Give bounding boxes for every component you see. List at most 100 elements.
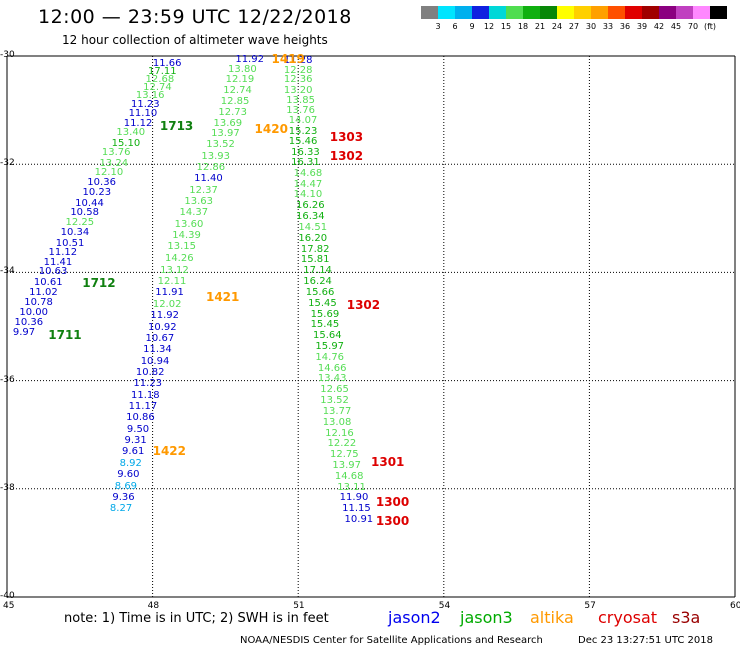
scale-swatch <box>608 6 625 19</box>
wave-height-value: 13.12 <box>160 264 189 276</box>
scale-swatch <box>693 6 710 19</box>
wave-height-value: 14.37 <box>179 207 209 219</box>
pass-time-label: 1300 <box>375 495 410 510</box>
scale-label: 21 <box>534 22 546 31</box>
wave-height-value: 11.18 <box>130 389 160 401</box>
wave-height-value: 9.31 <box>124 435 147 447</box>
wave-height-value: 16.33 <box>291 146 320 158</box>
pass-time-label: 1302 <box>346 297 381 312</box>
wave-height-value: 17.82 <box>300 243 330 255</box>
map-grid <box>6 55 736 598</box>
wave-height-value: 12.85 <box>220 95 250 107</box>
pass-time-label: 1421 <box>205 289 240 304</box>
x-tick-label: 57 <box>584 601 596 611</box>
scale-label: 36 <box>619 22 631 31</box>
scale-swatch <box>676 6 693 19</box>
wave-height-value: 10.00 <box>19 306 49 318</box>
wave-height-value: 14.68 <box>293 167 323 179</box>
wave-height-value: 11.91 <box>155 287 184 299</box>
y-tick-label: -36 <box>0 374 15 385</box>
scale-swatch <box>659 6 676 19</box>
wave-height-value: 10.61 <box>33 276 63 288</box>
wave-height-value: 11.92 <box>150 310 180 322</box>
scale-label: 27 <box>568 22 580 31</box>
wave-height-value: 14.10 <box>293 189 323 201</box>
pass-time-label: 1419 <box>271 51 305 66</box>
wave-height-value: 10.34 <box>60 227 90 239</box>
wave-height-value: 11.23 <box>133 378 163 390</box>
wave-height-value: 12.86 <box>196 161 226 173</box>
wave-height-value: 12.02 <box>152 298 182 310</box>
wave-height-value: 12.36 <box>283 74 313 86</box>
wave-height-value: 15.66 <box>305 286 335 298</box>
wave-height-value: 10.36 <box>87 177 116 189</box>
wave-height-value: 12.25 <box>65 217 95 229</box>
wave-height-value: 13.43 <box>317 373 347 385</box>
wave-height-value: 11.90 <box>339 492 369 504</box>
x-tick-label: 60 <box>730 601 740 611</box>
wave-height-value: 13.24 <box>99 158 129 170</box>
wave-height-value: 12.37 <box>189 184 218 196</box>
pass-time-label: 1300 <box>375 514 410 529</box>
scale-label: 45 <box>670 22 682 31</box>
wave-height-value: 11.10 <box>128 107 158 119</box>
wave-height-value: 13.15 <box>167 241 197 253</box>
wave-height-value: 13.40 <box>116 126 146 138</box>
wave-height-value: 13.08 <box>322 416 352 428</box>
wave-height-value: 13.76 <box>101 146 131 158</box>
pass-time-label: 1712 <box>82 276 116 291</box>
wave-height-value: 11.40 <box>194 173 223 185</box>
y-tick-label: -38 <box>0 482 15 493</box>
legend-entry-jason2: jason2 <box>388 608 441 627</box>
pass-time-label: 1713 <box>159 119 194 134</box>
pass-time-label: 1302 <box>329 149 364 164</box>
wave-height-value: 11.41 <box>43 256 73 268</box>
wave-height-value: 11.23 <box>130 99 160 111</box>
wave-height-value: 12.19 <box>225 74 255 86</box>
scale-label: 33 <box>602 22 614 31</box>
wave-height-value: 13.16 <box>135 89 165 101</box>
pass-time-label: 1711 <box>48 327 82 342</box>
scale-swatch <box>710 6 727 19</box>
wave-height-value: 13.60 <box>174 218 204 230</box>
wave-height-value: 10.86 <box>126 412 155 424</box>
y-tick-label: -30 <box>0 50 15 60</box>
wave-height-value: 15.45 <box>308 297 337 309</box>
scale-swatch <box>489 6 506 19</box>
scale-swatch <box>438 6 455 19</box>
scale-label: 70 <box>687 22 699 31</box>
x-tick-label: 54 <box>438 601 451 611</box>
wave-height-value: 15.45 <box>310 319 340 331</box>
map-title: 12:00 — 23:59 UTC 12/22/2018 <box>38 6 352 28</box>
x-tick-label: 51 <box>293 601 305 611</box>
wave-height-value: 9.60 <box>117 469 140 481</box>
wave-height-value: 8.69 <box>114 480 138 492</box>
scale-swatch <box>523 6 540 19</box>
scale-label: 12 <box>483 22 495 31</box>
wave-height-value: 13.77 <box>322 405 352 417</box>
wave-height-value: 12.65 <box>320 384 349 396</box>
wave-height-value: 10.36 <box>14 317 44 329</box>
wave-height-value: 13.63 <box>184 195 214 207</box>
wave-height-value: 15.69 <box>310 308 340 320</box>
wave-height-value: 12.11 <box>157 276 187 288</box>
wave-height-value: 10.67 <box>145 332 175 344</box>
wave-height-value: 10.78 <box>24 297 53 309</box>
scale-swatch <box>421 6 438 19</box>
scale-swatch <box>557 6 574 19</box>
scale-swatch <box>455 6 472 19</box>
wave-height-value: 10.23 <box>82 187 112 199</box>
scale-swatch <box>642 6 659 19</box>
wave-height-value: 11.17 <box>128 401 158 413</box>
wave-height-value: 12.22 <box>327 438 357 450</box>
wave-height-value: 9.36 <box>112 491 135 503</box>
wave-height-value: 16.20 <box>298 232 328 244</box>
generated-timestamp: Dec 23 13:27:51 UTC 2018 <box>578 635 713 646</box>
wave-height-value: 14.07 <box>288 115 318 127</box>
wave-height-value: 11.34 <box>143 344 172 356</box>
wave-height-value: 15.81 <box>300 254 330 266</box>
wave-height-value: 14.68 <box>334 470 364 482</box>
x-tick-label: 48 <box>147 601 160 611</box>
x-tick-label: 45 <box>3 601 15 611</box>
wave-height-value: 14.26 <box>164 252 194 264</box>
